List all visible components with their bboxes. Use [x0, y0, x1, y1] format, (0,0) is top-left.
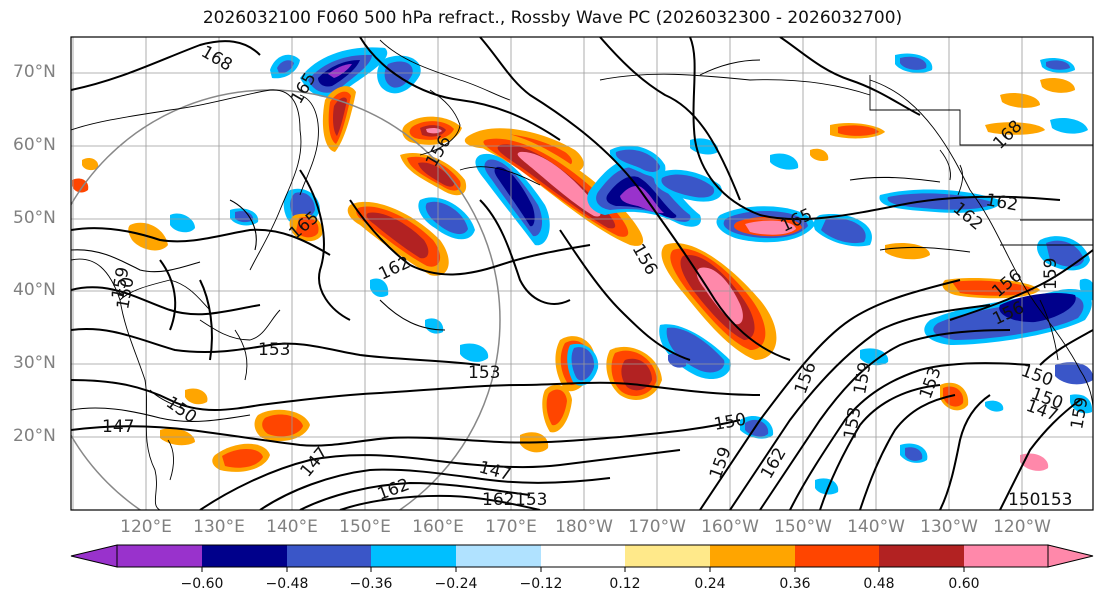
colorbar-tick-label: −0.48 — [265, 576, 309, 592]
lat-label-30n: 30°N — [13, 353, 56, 373]
colorbar-swatch — [879, 545, 964, 567]
colorbar-tick-label: −0.24 — [434, 576, 478, 592]
geopotential-contours — [71, 37, 1093, 510]
lon-label: 120°E — [120, 517, 172, 537]
colorbar-swatch — [287, 545, 371, 567]
lon-label: 180°W — [555, 517, 613, 537]
colorbar-swatch — [456, 545, 541, 567]
lon-label: 130°E — [193, 517, 245, 537]
contour-label: 150 — [1008, 490, 1040, 510]
colorbar-tick-label: 0.60 — [948, 576, 980, 592]
contour-label: 159 — [1041, 258, 1061, 290]
lon-label: 140°W — [847, 517, 905, 537]
secondary-contours — [71, 176, 971, 422]
lon-label: 150°E — [339, 517, 391, 537]
colorbar-tick-label: −0.36 — [349, 576, 393, 592]
colorbar-max-arrow — [1047, 544, 1094, 568]
lat-label-20n: 20°N — [13, 426, 56, 446]
colorbar-swatch — [541, 545, 625, 567]
lon-label: 140°E — [266, 517, 318, 537]
lon-label: 120°W — [993, 517, 1051, 537]
lon-label: 170°W — [628, 517, 686, 537]
colorbar-swatch — [371, 545, 456, 567]
colorbar-swatch — [795, 545, 879, 567]
lon-label: 170°E — [485, 517, 537, 537]
colorbar-swatch — [710, 545, 795, 567]
colorbar-tick-label: −0.12 — [519, 576, 563, 592]
colorbar-tick-label: 0.12 — [609, 576, 641, 592]
map-frame — [70, 36, 1094, 511]
colorbar-swatch — [202, 545, 287, 567]
lat-label-60n: 60°N — [13, 135, 56, 155]
colorbar-swatch — [117, 545, 202, 567]
lat-label-40n: 40°N — [13, 280, 56, 300]
lat-label-50n: 50°N — [13, 208, 56, 228]
colorbar — [70, 544, 1094, 572]
colorbar-tick-label: −0.60 — [180, 576, 224, 592]
contour-label: 153 — [515, 490, 547, 510]
colorbar-tick-label: 0.48 — [863, 576, 895, 592]
colorbar-frame — [116, 544, 1049, 568]
colorbar-tick-label: 0.24 — [694, 576, 726, 592]
lon-label: 160°E — [412, 517, 464, 537]
lat-label-70n: 70°N — [13, 62, 56, 82]
contour-label: 153 — [258, 340, 290, 360]
lon-label: 130°W — [920, 517, 978, 537]
lon-label: 160°W — [701, 517, 759, 537]
colorbar-tick-label: 0.36 — [779, 576, 811, 592]
coastlines — [71, 39, 1093, 510]
colorbar-swatch — [625, 545, 710, 567]
colorbar-min-arrow — [70, 544, 118, 568]
lon-label: 150°W — [774, 517, 832, 537]
contour-label: 162 — [482, 490, 514, 510]
chart-title: 2026032100 F060 500 hPa refract., Rossby… — [202, 8, 903, 28]
colorbar-swatch — [964, 545, 1048, 567]
contour-label: 147 — [102, 417, 134, 437]
contour-label: 153 — [468, 363, 500, 383]
contour-label: 153 — [1040, 490, 1072, 510]
